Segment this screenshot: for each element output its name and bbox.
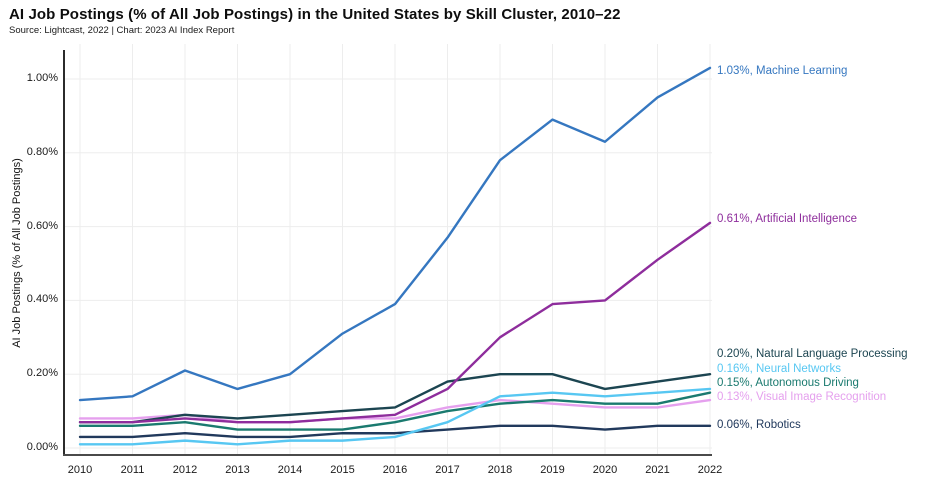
- series-line-natural-language-processing: [78, 373, 712, 424]
- x-tick-label: 2013: [225, 464, 250, 476]
- chart-source-caption: Source: Lightcast, 2022 | Chart: 2023 AI…: [9, 25, 235, 36]
- series-end-label-autonomous-driving: 0.15%, Autonomous Driving: [717, 377, 859, 389]
- x-tick-label: 2015: [330, 464, 355, 476]
- x-tick-label: 2021: [645, 464, 670, 476]
- x-tick-label: 2019: [540, 464, 565, 476]
- x-tick-label: 2016: [382, 464, 408, 476]
- x-tick-label: 2010: [67, 464, 93, 476]
- series-end-label-machine-learning: 1.03%, Machine Learning: [717, 65, 848, 77]
- x-tick-label: 2012: [172, 464, 198, 476]
- chart-title: AI Job Postings (% of All Job Postings) …: [9, 6, 621, 23]
- series-line-neural-networks: [78, 387, 712, 446]
- x-tick-label: 2018: [487, 464, 513, 476]
- series-line-artificial-intelligence: [78, 221, 712, 424]
- y-tick-label: 0.00%: [26, 441, 58, 453]
- y-tick-label: 0.20%: [26, 367, 58, 380]
- series-end-label-neural-networks: 0.16%, Neural Networks: [717, 363, 841, 375]
- series-end-label-artificial-intelligence: 0.61%, Artificial Intelligence: [717, 213, 857, 225]
- x-tick-label: 2020: [592, 464, 618, 476]
- series-end-label-robotics: 0.06%, Robotics: [717, 419, 801, 431]
- series-end-label-natural-language-processing: 0.20%, Natural Language Processing: [717, 348, 908, 360]
- y-tick-label: 0.60%: [26, 219, 58, 232]
- series-end-label-visual-image-recognition: 0.13%, Visual Image Recognition: [717, 391, 887, 403]
- y-tick-label: 0.80%: [26, 145, 58, 158]
- y-tick-label: 0.40%: [26, 293, 58, 306]
- series-line-robotics: [78, 424, 712, 439]
- y-tick-label: 1.00%: [26, 72, 58, 84]
- x-tick-label: 2011: [120, 464, 145, 476]
- series-line-autonomous-driving: [78, 391, 712, 431]
- series-line-machine-learning: [78, 66, 712, 402]
- x-tick-label: 2014: [277, 464, 303, 476]
- x-tick-label: 2022: [697, 464, 723, 476]
- x-tick-label: 2017: [435, 464, 460, 476]
